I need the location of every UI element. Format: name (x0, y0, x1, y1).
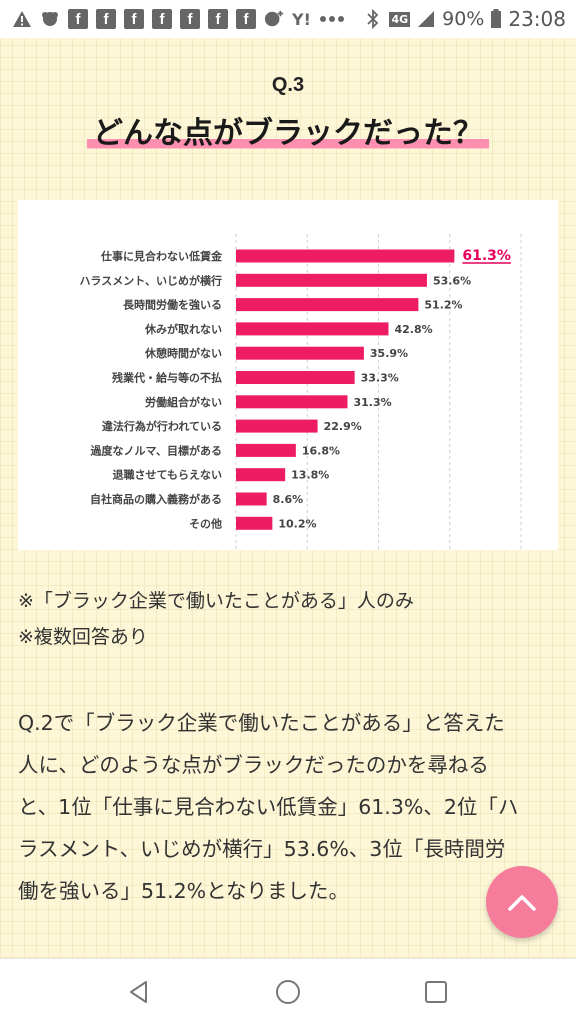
bluetooth-icon (363, 9, 383, 29)
bar (236, 322, 389, 336)
yahoo-icon: Y! (292, 9, 311, 29)
article-body: Q.2で「ブラック企業で働いたことがある」と答えた 人に、どのような点がブラック… (18, 702, 560, 912)
bar (236, 249, 455, 263)
game-icon (264, 9, 284, 29)
question-title: どんな点がブラックだった？ (87, 108, 489, 152)
value-label: 13.8% (291, 469, 329, 482)
bar (236, 516, 273, 530)
clock: 23:08 (508, 7, 566, 31)
category-label: 過度なノルマ、目標がある (90, 443, 222, 457)
bar (236, 443, 296, 457)
article-content[interactable]: Q.3 どんな点がブラックだった？ 0%20%40%60%80%仕事に見合わない… (0, 38, 576, 958)
category-label: 退職させてもらえない (113, 468, 222, 482)
signal-icon (416, 9, 436, 29)
value-label: 16.8% (302, 444, 340, 457)
facebook-icon: f (180, 9, 200, 29)
network-type: 4G (389, 11, 411, 27)
question-title-wrap: どんな点がブラックだった？ (0, 108, 576, 152)
facebook-icon: f (152, 9, 172, 29)
body-line: 人に、どのような点がブラックだったのかを尋ねる (18, 753, 489, 777)
value-label: 31.3% (354, 396, 392, 409)
back-button[interactable] (124, 977, 154, 1007)
status-bar: f f f f f f f Y! 4G 90% 23:08 (0, 0, 576, 38)
bar (236, 346, 364, 360)
value-label: 53.6% (433, 274, 471, 287)
scroll-to-top-button[interactable] (486, 866, 558, 938)
category-label: 労働組合がない (145, 395, 222, 409)
category-label: 違法行為が行われている (102, 419, 222, 433)
body-line: ラスメント、いじめが横行」53.6%、3位「長時間労 (18, 837, 506, 861)
system-status: 4G 90% 23:08 (363, 7, 576, 31)
home-icon (276, 980, 300, 1004)
value-label: 10.2% (278, 517, 316, 530)
category-label: ハラスメント、いじめが横行 (79, 273, 222, 287)
note-multiple-answers: ※複数回答あり (18, 626, 148, 648)
value-label: 22.9% (324, 420, 362, 433)
category-label: 残業代・給与等の不払 (112, 371, 222, 385)
facebook-icon: f (208, 9, 228, 29)
bar-chart-svg: 0%20%40%60%80%仕事に見合わない低賃金61.3%ハラスメント、いじめ… (79, 234, 522, 550)
bar (236, 298, 419, 312)
facebook-icon: f (96, 9, 116, 29)
back-icon (130, 981, 147, 1003)
category-label: 休憩時間がない (144, 346, 222, 360)
category-label: 自社商品の購入義務がある (90, 492, 222, 506)
navigation-bar (0, 958, 576, 1025)
body-line: 働を強いる」51.2%となりました。 (18, 879, 350, 903)
value-label: 61.3% (462, 248, 511, 264)
value-label: 42.8% (394, 323, 432, 336)
note-respondents: ※「ブラック企業で働いたことがある」人のみ (18, 590, 414, 612)
value-label: 35.9% (370, 347, 408, 360)
category-label: 長時間労働を強いる (123, 298, 222, 312)
category-label: その他 (189, 516, 222, 530)
facebook-icon: f (124, 9, 144, 29)
bar (236, 273, 427, 287)
category-label: 仕事に見合わない低賃金 (100, 249, 223, 263)
value-label: 33.3% (361, 372, 399, 385)
home-button[interactable] (273, 977, 303, 1007)
facebook-icon: f (236, 9, 256, 29)
category-label: 休みが取れない (144, 322, 222, 336)
body-line: Q.2で「ブラック企業で働いたことがある」と答えた (18, 711, 505, 735)
value-label: 51.2% (424, 299, 462, 312)
value-label: 8.6% (273, 493, 304, 506)
bar (236, 468, 286, 482)
body-line: と、1位「仕事に見合わない低賃金」61.3%、2位「ハ (18, 795, 519, 819)
bar (236, 371, 355, 384)
notification-icon (40, 9, 60, 29)
bar-chart: 0%20%40%60%80%仕事に見合わない低賃金61.3%ハラスメント、いじめ… (18, 200, 558, 550)
bar (236, 419, 318, 433)
recents-button[interactable] (421, 977, 451, 1007)
facebook-icon: f (68, 9, 88, 29)
battery-percent: 90% (442, 8, 485, 30)
notification-icons: f f f f f f f Y! (0, 9, 345, 29)
recents-icon (425, 981, 447, 1003)
bar (236, 492, 267, 506)
chevron-up-icon (508, 895, 536, 911)
bar (236, 395, 348, 409)
more-icon (319, 9, 345, 29)
battery-icon (490, 9, 502, 29)
question-number: Q.3 (271, 74, 305, 96)
warning-icon (12, 9, 32, 29)
